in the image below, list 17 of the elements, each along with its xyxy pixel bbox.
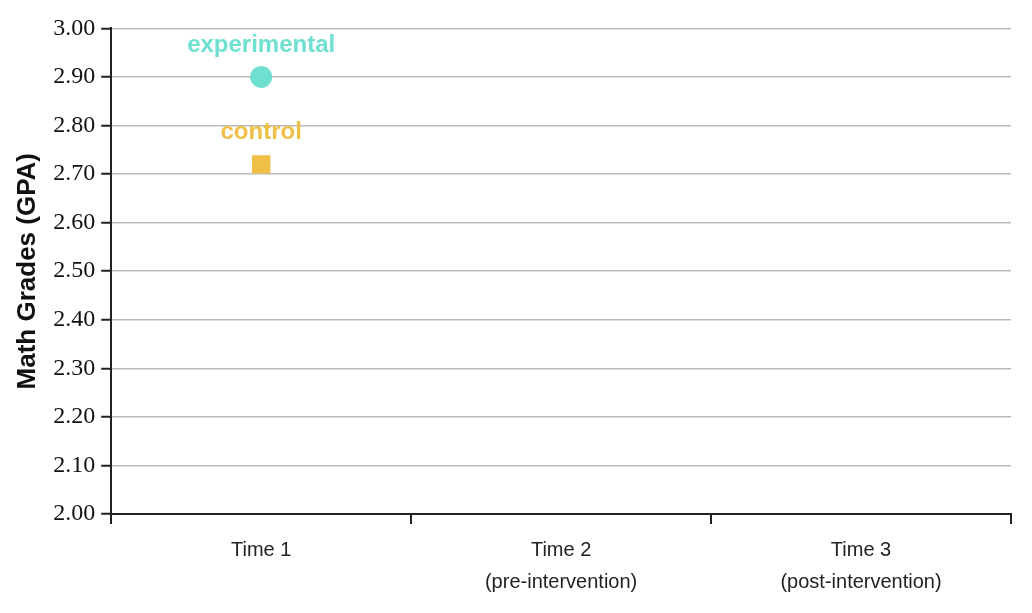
x-tick-label: Time 1 — [230, 537, 292, 560]
series-label: experimental — [187, 29, 336, 57]
x-tick-label: Time 3 (post-intervention) — [780, 537, 942, 592]
y-tick-label: 2.90 — [53, 62, 96, 89]
y-tick-label: 2.70 — [53, 159, 96, 186]
y-tick-label: 2.80 — [53, 110, 96, 137]
y-tick-label: 2.20 — [53, 402, 96, 429]
x-tick-label: Time 2 (pre-intervention) — [484, 537, 638, 592]
y-tick-label: 2.30 — [53, 353, 96, 380]
y-tick-label: 3.00 — [53, 13, 96, 40]
y-tick-label: 2.40 — [53, 305, 96, 332]
y-axis-title: Math Grades (GPA) — [10, 152, 41, 390]
y-tick-label: 2.50 — [53, 256, 96, 283]
y-tick-label: 2.10 — [53, 450, 96, 477]
y-tick-label: 2.00 — [53, 499, 96, 526]
series-label: control — [220, 116, 302, 144]
y-tick-label: 2.60 — [53, 207, 96, 234]
